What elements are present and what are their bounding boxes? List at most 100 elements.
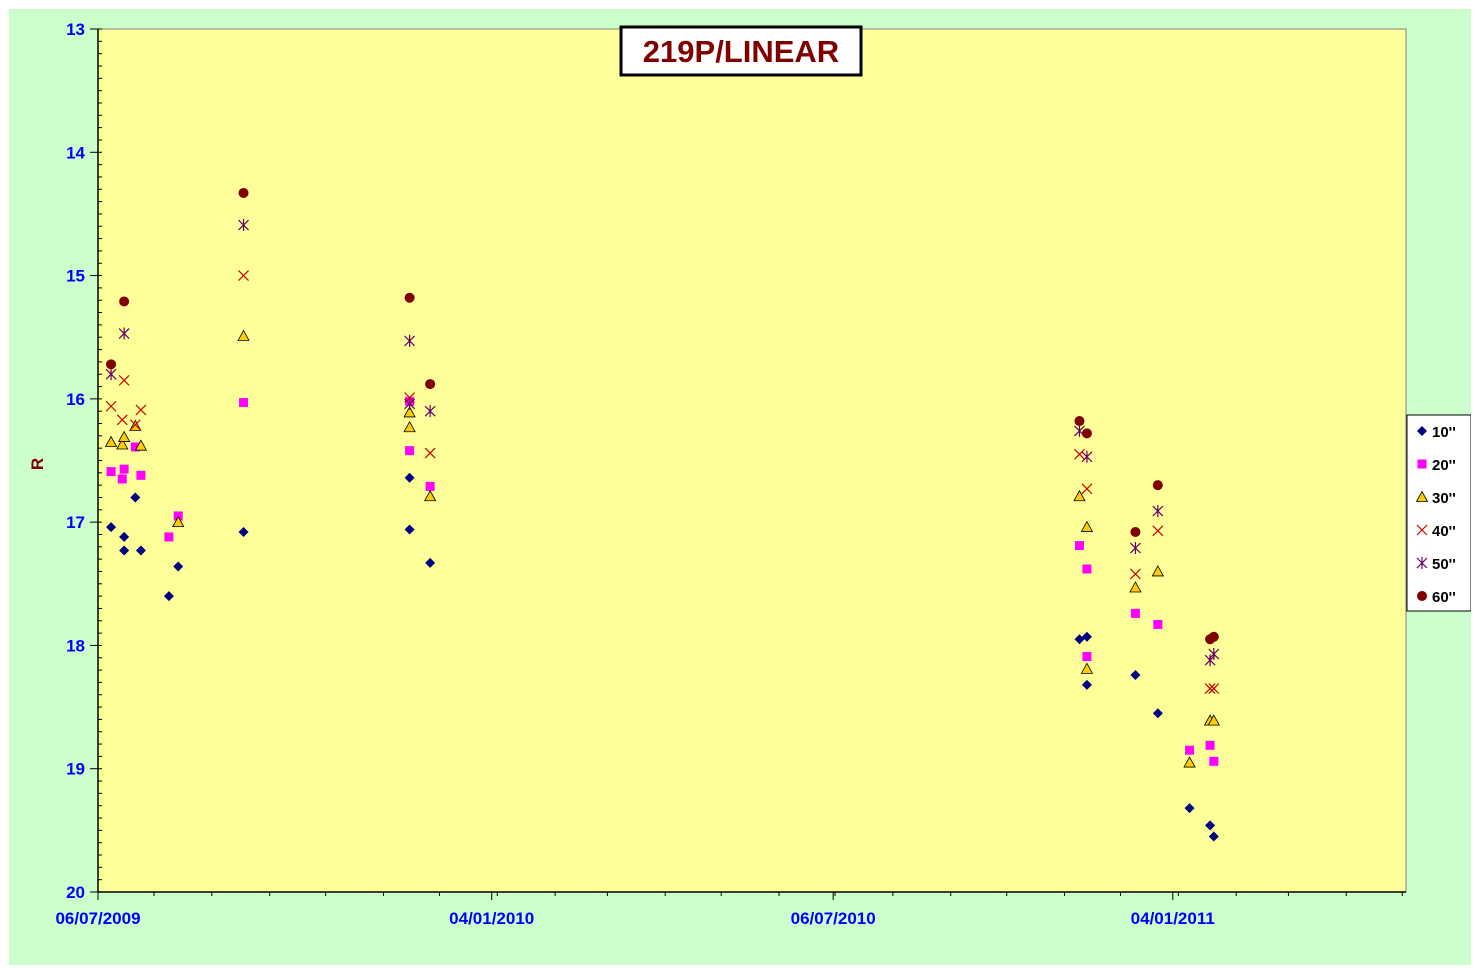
data-point (1081, 428, 1092, 439)
chart-area: 13 14 15 16 17 18 19 20 06/07/2009 04/01/2010 06/0… (9, 9, 1471, 965)
data-point (118, 327, 130, 340)
legend-marker (1416, 557, 1428, 569)
x-tick-label: 06/07/2010 (791, 909, 876, 928)
data-point (116, 414, 128, 426)
y-tick-label: 20 (66, 883, 85, 902)
data-point (129, 419, 141, 431)
data-point (1204, 683, 1216, 695)
legend-label: 40'' (1432, 523, 1456, 540)
y-tick-label: 15 (66, 267, 85, 286)
data-point (1130, 568, 1141, 580)
data-point (1184, 803, 1195, 814)
data-point (1185, 745, 1195, 755)
data-point (117, 430, 131, 442)
series-6 (106, 187, 1219, 645)
data-point (1205, 820, 1216, 831)
data-point (172, 515, 185, 528)
series-4 (105, 270, 1220, 695)
data-point (238, 187, 249, 198)
data-point (1151, 565, 1165, 577)
data-point (163, 591, 174, 602)
chart-title-text: 219P/LINEAR (643, 34, 839, 69)
data-point (1207, 714, 1220, 726)
legend-marker (1417, 426, 1427, 436)
data-point (238, 527, 249, 538)
legend-box (1406, 414, 1471, 612)
data-point (106, 359, 117, 370)
y-tick-label: 13 (66, 20, 85, 39)
data-point (237, 329, 250, 341)
data-point (404, 472, 415, 483)
legend-marker (1416, 524, 1428, 536)
data-point (423, 489, 437, 502)
series-1 (106, 472, 1219, 842)
y-tick-label: 14 (66, 143, 85, 162)
data-point (1153, 619, 1163, 629)
data-point (173, 561, 184, 572)
data-point (1130, 670, 1141, 681)
data-point (425, 481, 435, 491)
data-point (1130, 542, 1141, 555)
legend-marker (1415, 490, 1429, 502)
data-point (404, 524, 415, 535)
legend-label: 60'' (1432, 589, 1456, 606)
data-point (136, 470, 146, 480)
data-point (1074, 416, 1085, 427)
data-point (425, 379, 436, 390)
data-point (1073, 489, 1086, 502)
legend: 10'' 20'' 30'' 40'' 50'' 60'' (1406, 414, 1471, 612)
chart-title: 219P/LINEAR (619, 25, 863, 77)
x-tick-label: 04/01/2011 (1131, 909, 1215, 928)
legend-marker (1417, 459, 1427, 469)
data-point (424, 447, 436, 459)
data-point (1152, 525, 1164, 537)
data-point (1205, 740, 1215, 750)
data-point (238, 270, 249, 281)
data-point (405, 446, 415, 456)
legend-label: 20'' (1432, 457, 1456, 474)
data-point (239, 398, 249, 408)
data-point (130, 492, 141, 503)
data-point (425, 557, 436, 568)
data-point (1074, 448, 1085, 460)
data-point (119, 296, 130, 307)
chart-svg: 13 14 15 16 17 18 19 20 06/07/2009 04/01/2010 06/0… (28, 20, 1471, 928)
data-point (130, 442, 140, 452)
y-tick-label: 18 (66, 636, 85, 655)
data-point (105, 400, 117, 412)
data-point (1081, 631, 1092, 642)
data-point (1130, 608, 1140, 618)
y-tick-label: 16 (66, 390, 85, 409)
data-points (104, 187, 1220, 842)
data-point (1129, 581, 1142, 593)
data-point (1081, 679, 1092, 690)
data-point (1082, 564, 1092, 574)
data-point (1152, 708, 1163, 719)
y-axis-title: R (28, 458, 47, 470)
x-tick-label: 06/07/2009 (55, 909, 140, 928)
data-point (403, 406, 416, 418)
data-point (105, 368, 117, 381)
y-tick-label: 19 (66, 760, 85, 779)
data-point (1183, 756, 1196, 768)
chart-title-box (619, 25, 863, 77)
data-point (404, 334, 416, 347)
data-point (1208, 648, 1220, 661)
data-point (117, 474, 127, 484)
data-point (119, 545, 130, 556)
data-point (1081, 483, 1093, 495)
x-tick-label: 04/01/2010 (449, 909, 534, 928)
data-point (164, 532, 174, 542)
data-point (1082, 652, 1092, 662)
data-point (104, 435, 118, 447)
axes: 13 14 15 16 17 18 19 20 06/07/2009 04/01/2010 06/0… (55, 20, 1406, 928)
data-point (118, 374, 130, 386)
data-point (1209, 756, 1219, 766)
data-point (1208, 631, 1219, 642)
data-point (106, 522, 117, 533)
data-point (119, 531, 130, 542)
data-point (134, 439, 148, 451)
data-point (119, 464, 129, 474)
data-point (1080, 662, 1094, 674)
data-point (1152, 505, 1164, 518)
